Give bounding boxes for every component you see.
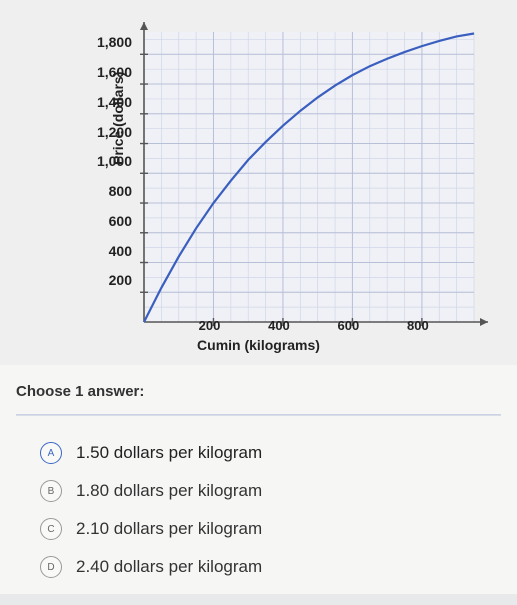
divider [16,414,501,416]
y-tick-label: 600 [109,213,132,229]
y-tick-label: 1,600 [97,64,132,80]
answer-option[interactable]: B 1.80 dollars per kilogram [16,472,501,510]
options-list: A 1.50 dollars per kilogram B 1.80 dollars … [16,434,501,586]
option-text: 1.80 dollars per kilogram [76,481,262,501]
y-tick-label: 1,400 [97,94,132,110]
y-tick-label: 1,200 [97,124,132,140]
y-axis-label: Price (dollars) [110,72,126,165]
answer-option[interactable]: C 2.10 dollars per kilogram [16,510,501,548]
option-text: 2.10 dollars per kilogram [76,519,262,539]
answer-option[interactable]: A 1.50 dollars per kilogram [16,434,501,472]
option-text: 1.50 dollars per kilogram [76,443,262,463]
option-radio-icon: C [40,518,62,540]
answer-option[interactable]: D 2.40 dollars per kilogram [16,548,501,586]
chart-plot [140,20,500,340]
option-radio-icon: B [40,480,62,502]
x-tick-label: 800 [407,318,429,333]
x-tick-label: 600 [338,318,360,333]
option-radio-icon: A [40,442,62,464]
option-radio-icon: D [40,556,62,578]
y-tick-label: 800 [109,183,132,199]
option-text: 2.40 dollars per kilogram [76,557,262,577]
chart-region: Price (dollars) 200 400 600 800 1,000 1,200 1,… [0,0,517,365]
y-tick-label: 1,800 [97,34,132,50]
question-region: Choose 1 answer: A 1.50 dollars per kilog… [0,365,517,594]
x-axis-label: Cumin (kilograms) [197,337,320,353]
x-tick-label: 400 [268,318,290,333]
y-tick-label: 400 [109,243,132,259]
question-prompt: Choose 1 answer: [16,383,501,400]
x-tick-label: 200 [199,318,221,333]
y-tick-label: 1,000 [97,153,132,169]
y-tick-label: 200 [109,272,132,288]
